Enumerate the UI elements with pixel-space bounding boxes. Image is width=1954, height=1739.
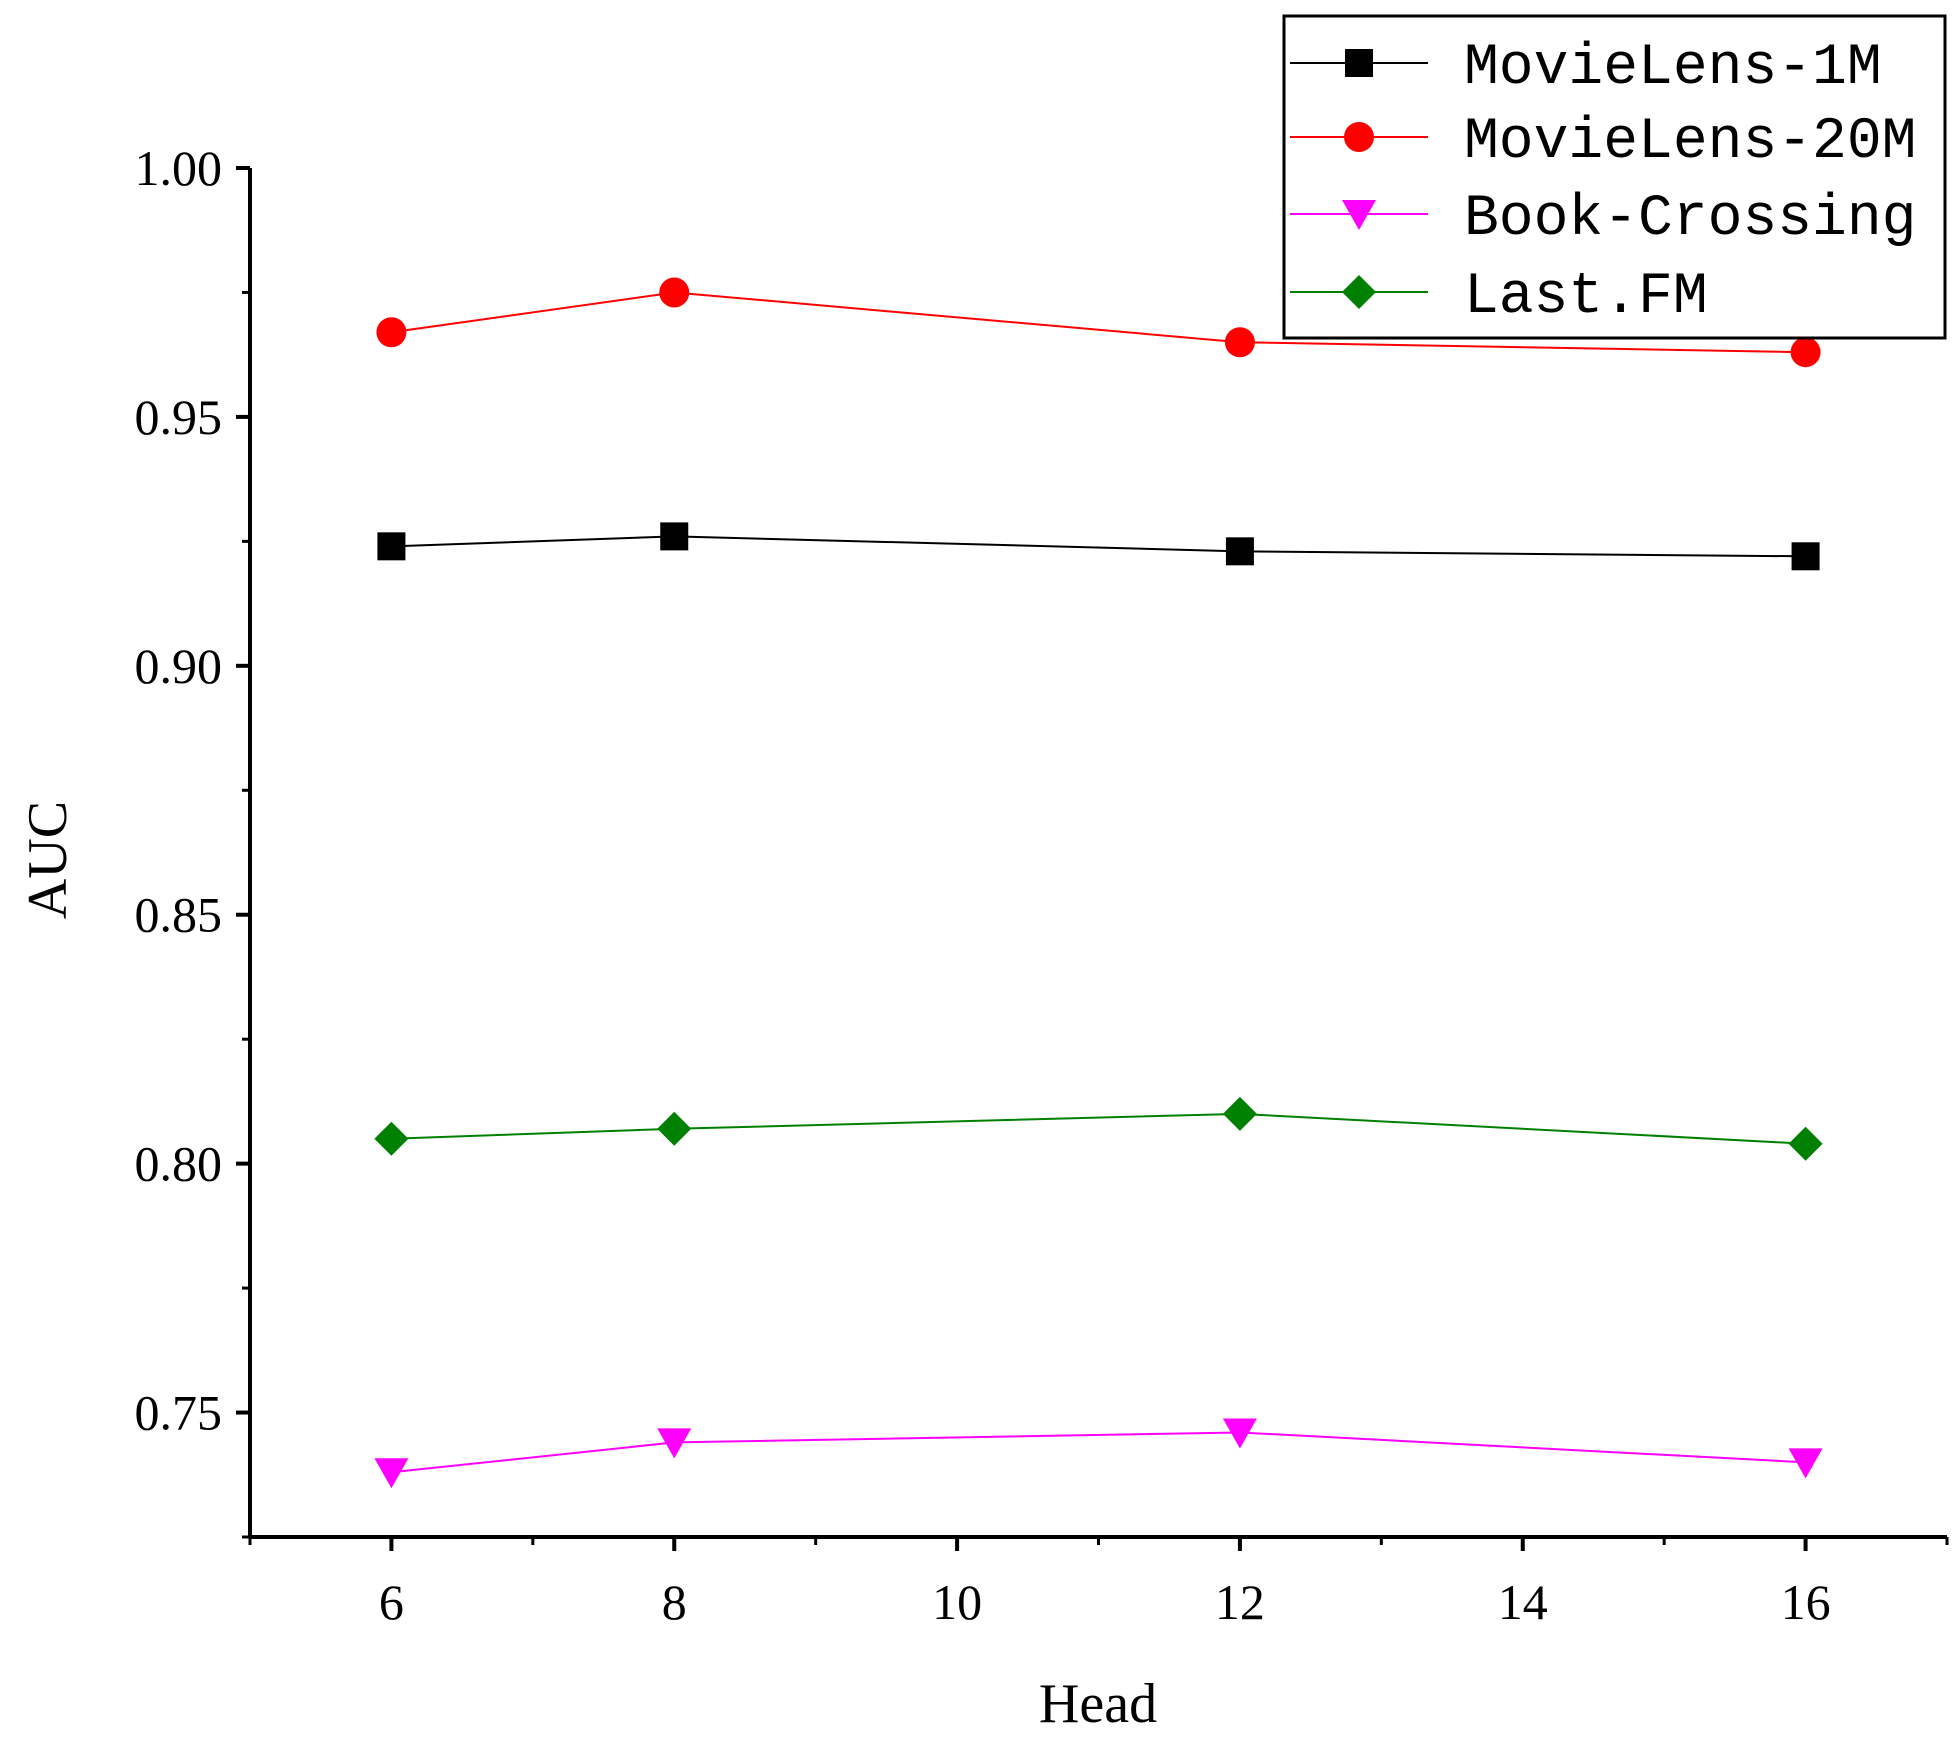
legend-marker-book-crossing	[1342, 200, 1376, 230]
legend-marker-movielens-20m	[1344, 122, 1374, 152]
y-tick-label: 0.80	[135, 1136, 223, 1192]
x-tick-label: 14	[1498, 1574, 1548, 1630]
data-point-last-fm	[1788, 1126, 1823, 1161]
x-tick-label: 16	[1781, 1574, 1831, 1630]
legend-label-book-crossing: Book-Crossing	[1464, 187, 1916, 252]
series-line-movielens-20m	[391, 291, 1806, 354]
legend-marker-last-fm	[1342, 275, 1376, 309]
data-point-movielens-1m	[1225, 537, 1254, 566]
data-point-movielens-1m	[377, 532, 406, 561]
legend-label-movielens-1m: MovieLens-1M	[1464, 36, 1882, 101]
legend-box	[1282, 14, 1947, 340]
y-axis-title: AUC	[17, 801, 79, 919]
legend-item-movielens-20m: MovieLens-20M	[1290, 110, 1916, 175]
series-movielens-20m	[376, 277, 1821, 368]
series-line-movielens-1m	[391, 535, 1806, 558]
series-movielens-1m	[377, 522, 1820, 571]
legend-marker-movielens-1m	[1345, 49, 1373, 77]
legend-label-movielens-20m: MovieLens-20M	[1464, 110, 1916, 175]
y-tick-label: 1.00	[135, 140, 223, 196]
legend-item-last-fm: Last.FM	[1290, 265, 1708, 330]
x-tick-label: 6	[379, 1574, 404, 1630]
x-tick-label: 8	[662, 1574, 687, 1630]
data-point-movielens-20m	[376, 317, 407, 348]
data-point-movielens-20m	[1790, 337, 1821, 368]
data-point-movielens-1m	[1791, 542, 1820, 571]
x-ticks: 6 8 10 12 14 16	[248, 1537, 1949, 1630]
data-point-last-fm	[1222, 1096, 1257, 1131]
x-axis-title: Head	[1039, 1673, 1157, 1735]
y-tick-label: 0.85	[135, 887, 223, 943]
data-point-last-fm	[657, 1111, 692, 1146]
data-point-book-crossing	[657, 1428, 692, 1459]
data-point-movielens-20m	[659, 277, 690, 308]
data-point-book-crossing	[374, 1458, 409, 1489]
series-line-book-crossing	[391, 1431, 1806, 1474]
series-book-crossing	[374, 1418, 1823, 1489]
data-point-book-crossing	[1222, 1418, 1257, 1449]
data-point-movielens-20m	[1224, 327, 1255, 358]
series-line-last-fm	[391, 1112, 1806, 1145]
y-tick-label: 0.95	[135, 389, 223, 445]
series-layer	[374, 277, 1823, 1489]
data-point-movielens-1m	[660, 522, 689, 551]
legend-item-book-crossing: Book-Crossing	[1290, 187, 1916, 252]
data-point-book-crossing	[1788, 1448, 1823, 1479]
y-tick-label: 0.90	[135, 638, 223, 694]
y-ticks: 0.75 0.80 0.85 0.90 0.95 1.00	[135, 140, 250, 1539]
series-last-fm	[374, 1096, 1823, 1161]
y-tick-label: 0.75	[135, 1385, 223, 1441]
legend-label-last-fm: Last.FM	[1464, 265, 1708, 330]
data-point-last-fm	[374, 1121, 409, 1156]
legend-item-movielens-1m: MovieLens-1M	[1290, 36, 1882, 101]
x-tick-label: 10	[932, 1574, 982, 1630]
x-tick-label: 12	[1215, 1574, 1265, 1630]
legend: MovieLens-1M MovieLens-20M Book-Crossing La…	[1282, 14, 1947, 340]
